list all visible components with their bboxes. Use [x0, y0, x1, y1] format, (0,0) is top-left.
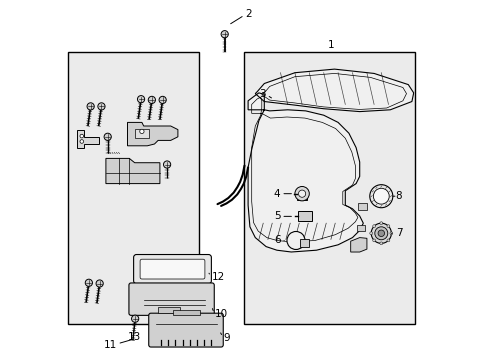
Circle shape: [131, 315, 139, 322]
Circle shape: [374, 227, 387, 240]
Circle shape: [80, 140, 83, 143]
Circle shape: [372, 239, 375, 242]
Bar: [356, 225, 364, 231]
Circle shape: [163, 161, 170, 168]
Bar: [68, 52, 199, 324]
Circle shape: [369, 185, 392, 208]
Text: 10: 10: [215, 309, 227, 319]
Circle shape: [96, 280, 103, 287]
Circle shape: [379, 222, 382, 225]
Circle shape: [372, 225, 375, 228]
Circle shape: [80, 134, 83, 138]
Circle shape: [389, 232, 392, 235]
Bar: [357, 203, 366, 210]
Circle shape: [379, 242, 382, 245]
Circle shape: [386, 225, 389, 228]
Text: 8: 8: [395, 191, 402, 201]
FancyBboxPatch shape: [140, 259, 204, 279]
Bar: [297, 211, 311, 221]
Text: 2: 2: [244, 9, 251, 19]
Bar: [158, 307, 179, 313]
Circle shape: [386, 239, 389, 242]
Circle shape: [377, 230, 384, 237]
Polygon shape: [77, 130, 99, 148]
Circle shape: [159, 96, 166, 104]
Circle shape: [148, 96, 155, 104]
Bar: [134, 129, 149, 138]
Text: 11: 11: [103, 340, 117, 350]
Circle shape: [294, 186, 309, 201]
Bar: [172, 310, 199, 315]
Circle shape: [298, 190, 305, 197]
Text: 9: 9: [223, 333, 230, 343]
Circle shape: [370, 223, 390, 243]
Circle shape: [140, 129, 144, 134]
Circle shape: [87, 103, 94, 110]
Circle shape: [137, 96, 144, 103]
Circle shape: [85, 279, 92, 287]
Text: 7: 7: [395, 228, 402, 238]
Text: 3: 3: [259, 89, 265, 99]
Text: 12: 12: [211, 272, 224, 282]
Text: 5: 5: [273, 211, 280, 221]
Circle shape: [98, 103, 105, 110]
Circle shape: [373, 188, 388, 204]
FancyBboxPatch shape: [133, 255, 211, 284]
Polygon shape: [127, 122, 178, 146]
Text: 6: 6: [273, 235, 280, 246]
FancyBboxPatch shape: [129, 283, 214, 315]
Circle shape: [286, 231, 305, 249]
Text: 1: 1: [327, 40, 333, 50]
Polygon shape: [106, 158, 160, 184]
Circle shape: [369, 232, 372, 235]
Polygon shape: [247, 93, 363, 252]
Bar: [296, 189, 307, 200]
FancyBboxPatch shape: [148, 313, 223, 347]
Circle shape: [104, 133, 111, 140]
Bar: [300, 239, 309, 247]
Bar: [244, 52, 415, 324]
Polygon shape: [255, 69, 413, 112]
Polygon shape: [350, 238, 366, 252]
Text: 13: 13: [128, 332, 141, 342]
Text: 4: 4: [273, 189, 280, 199]
Circle shape: [221, 31, 228, 38]
